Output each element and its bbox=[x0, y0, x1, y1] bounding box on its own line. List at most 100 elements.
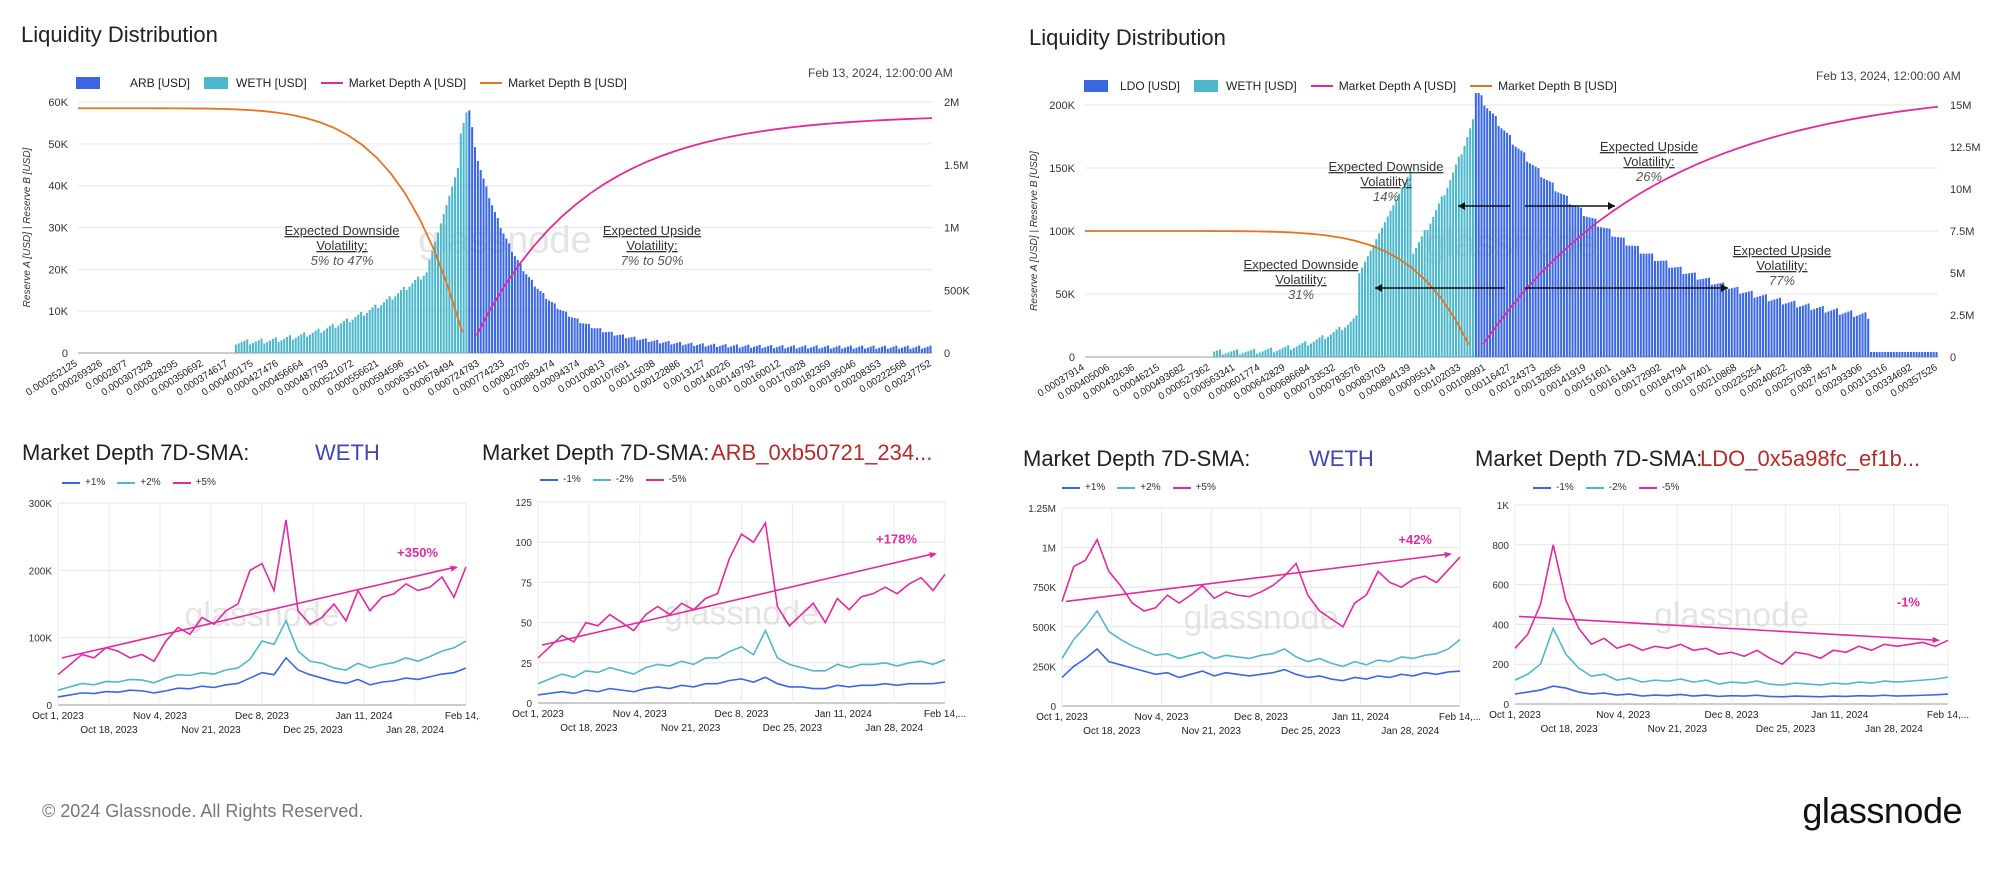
y2-tick-label: 0 bbox=[944, 348, 950, 360]
depth-chart-1: 0 100K 200K 300K Oct 1, 2023 Nov 4, 2023 Dec 8… bbox=[29, 499, 480, 736]
liquidity-bar bbox=[1798, 306, 1802, 357]
liquidity-bar bbox=[570, 317, 573, 353]
liquidity-bar bbox=[1602, 227, 1605, 357]
liquidity-bar bbox=[1722, 282, 1725, 357]
liquidity-bar bbox=[1551, 182, 1554, 357]
liquidity-bar bbox=[1295, 346, 1298, 357]
liquidity-bar bbox=[459, 133, 462, 353]
liquidity-bar bbox=[1230, 351, 1233, 357]
liquidity-bar bbox=[1526, 161, 1529, 357]
legend-item: +2% bbox=[117, 477, 161, 488]
liquidity-bar bbox=[678, 341, 681, 353]
depth-title-text: Market Depth 7D-SMA: bbox=[1475, 446, 1703, 471]
liquidity-bar bbox=[1901, 351, 1904, 357]
liquidity-bar bbox=[1887, 351, 1890, 357]
liquidity-chart-1: 0 10K 20K 30K 40K 50K 60K 0 500K 1M 1.5M 2M Reserve … bbox=[22, 97, 970, 398]
liquidity-bar bbox=[1747, 291, 1750, 357]
y-tick-label: 40K bbox=[48, 181, 68, 193]
liquidity-bar bbox=[846, 346, 849, 353]
swatch bbox=[1194, 80, 1219, 92]
liquidity-bar bbox=[687, 343, 690, 353]
legend-item: +5% bbox=[1172, 482, 1216, 493]
liquidity-bar bbox=[553, 303, 556, 353]
liquidity-bar bbox=[1378, 233, 1381, 357]
liquidity-bar bbox=[365, 312, 368, 353]
liquidity-bar bbox=[368, 310, 371, 353]
x-tick-label: Oct 1, 2023 bbox=[32, 711, 84, 722]
y-tick-label: 30K bbox=[48, 223, 68, 235]
liquidity-bar bbox=[1642, 253, 1645, 357]
liquidity-bar bbox=[1432, 217, 1435, 357]
depth-title-text: Market Depth 7D-SMA: bbox=[1023, 446, 1251, 471]
liquidity-bar bbox=[1213, 351, 1216, 357]
timestamp-2: Feb 13, 2024, 12:00:00 AM bbox=[1816, 69, 1961, 83]
liquidity-bar bbox=[787, 347, 790, 353]
liquidity-bar bbox=[348, 322, 351, 353]
liquidity-bar bbox=[892, 346, 895, 353]
liquidity-bar bbox=[1781, 304, 1784, 357]
liquidity-bar bbox=[604, 332, 607, 353]
liquidity-bar bbox=[496, 218, 499, 353]
market-depth-b-line bbox=[1085, 230, 1470, 346]
liquidity-bar bbox=[1816, 308, 1819, 357]
liquidity-bar bbox=[1409, 171, 1412, 357]
liquidity-bar bbox=[1281, 348, 1284, 357]
liquidity-bar bbox=[388, 296, 391, 353]
depth-title-2: Market Depth 7D-SMA: ARB_0xb50721_234... bbox=[482, 440, 932, 466]
legend-item: WETH [USD] bbox=[1194, 79, 1297, 93]
liquidity-bar bbox=[812, 346, 815, 353]
y-tick-label: 600 bbox=[1492, 581, 1509, 592]
liquidity-bar bbox=[758, 344, 761, 353]
y-tick-label: 500K bbox=[1033, 623, 1057, 634]
liquidity-bar bbox=[385, 299, 388, 353]
liquidity-bar bbox=[491, 205, 494, 353]
arrow-head bbox=[1375, 284, 1382, 292]
liquidity-bar bbox=[567, 316, 570, 353]
liquidity-bar bbox=[1801, 305, 1804, 357]
legend-item: +1% bbox=[62, 477, 105, 488]
liquidity-bar bbox=[431, 250, 434, 353]
liquidity-bar bbox=[747, 344, 750, 353]
liquidity-bar bbox=[1508, 135, 1511, 357]
liquidity-bar bbox=[1483, 105, 1486, 357]
liquidity-bar bbox=[1216, 350, 1219, 357]
trend-arrow-head bbox=[450, 565, 458, 572]
liquidity-bar bbox=[283, 338, 286, 353]
liquidity-bar bbox=[1719, 283, 1722, 357]
volatility-value: 14% bbox=[1373, 189, 1399, 204]
liquidity-bar bbox=[1494, 116, 1497, 357]
swatch bbox=[1062, 486, 1080, 489]
liquidity-bar bbox=[630, 337, 633, 353]
legend-label: -1% bbox=[563, 474, 581, 485]
liquidity-bar bbox=[690, 342, 693, 353]
liquidity-bar bbox=[1585, 216, 1588, 357]
liquidity-bar bbox=[1659, 260, 1662, 357]
liquidity-bar bbox=[809, 347, 812, 353]
liquidity-bar bbox=[1662, 260, 1665, 357]
liquidity-bar bbox=[493, 211, 496, 353]
liquidity-bar bbox=[1554, 191, 1557, 357]
liquidity-bar bbox=[792, 345, 795, 353]
liquidity-bar bbox=[1457, 156, 1460, 357]
liquidity-bar bbox=[536, 288, 539, 353]
liquidity-bar bbox=[1864, 312, 1867, 357]
y-tick-label: 400 bbox=[1492, 620, 1509, 631]
liquidity-bar bbox=[915, 346, 918, 353]
liquidity-bar bbox=[1463, 145, 1466, 357]
liquidity-bar bbox=[1759, 296, 1762, 357]
depth-asset-2: ARB_0xb50721_234... bbox=[711, 440, 933, 465]
liquidity-bar bbox=[1332, 331, 1335, 357]
liquidity-bar bbox=[1634, 245, 1637, 357]
liquidity-bar bbox=[1435, 210, 1438, 357]
liquidity-bar bbox=[1241, 353, 1244, 357]
series-line bbox=[1514, 544, 1949, 666]
liquidity-bar bbox=[1773, 299, 1776, 357]
glassnode-logo: glassnode bbox=[1802, 790, 1962, 831]
liquidity-bar bbox=[422, 275, 425, 353]
liquidity-bar bbox=[331, 323, 334, 353]
liquidity-bar bbox=[778, 346, 781, 353]
liquidity-bar bbox=[1628, 245, 1631, 357]
liquidity-bar bbox=[900, 347, 904, 353]
liquidity-bar bbox=[1733, 287, 1736, 357]
liquidity-bar bbox=[402, 286, 405, 353]
